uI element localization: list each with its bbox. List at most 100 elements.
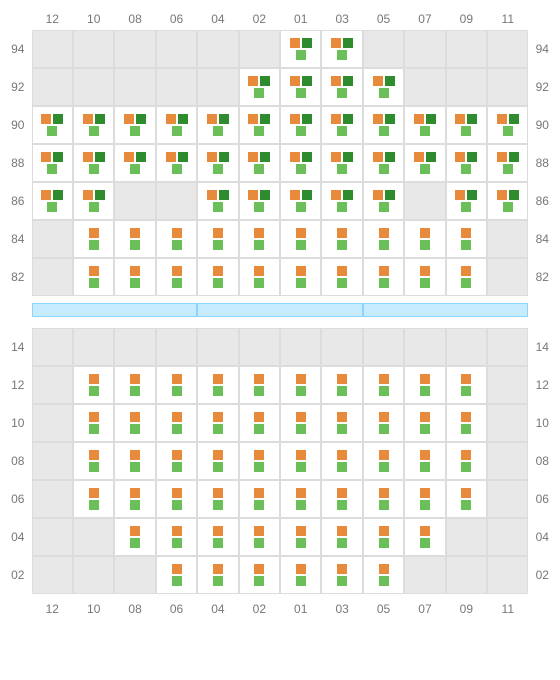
seat[interactable] [32, 106, 73, 144]
seat[interactable] [197, 556, 238, 594]
seat[interactable] [156, 366, 197, 404]
seat[interactable] [239, 182, 280, 220]
seat[interactable] [197, 518, 238, 556]
seat[interactable] [280, 30, 321, 68]
seat[interactable] [156, 144, 197, 182]
seat[interactable] [239, 404, 280, 442]
seat[interactable] [239, 442, 280, 480]
seat[interactable] [197, 144, 238, 182]
seat[interactable] [280, 404, 321, 442]
seat[interactable] [446, 144, 487, 182]
seat[interactable] [239, 68, 280, 106]
seat[interactable] [446, 442, 487, 480]
seat[interactable] [197, 366, 238, 404]
seat[interactable] [73, 182, 114, 220]
seat[interactable] [114, 220, 155, 258]
seat[interactable] [321, 182, 362, 220]
seat[interactable] [197, 220, 238, 258]
seat[interactable] [404, 106, 445, 144]
seat[interactable] [404, 442, 445, 480]
seat[interactable] [73, 258, 114, 296]
seat[interactable] [404, 404, 445, 442]
seat[interactable] [239, 366, 280, 404]
seat[interactable] [321, 144, 362, 182]
seat[interactable] [321, 518, 362, 556]
seat[interactable] [239, 106, 280, 144]
seat[interactable] [114, 258, 155, 296]
seat[interactable] [156, 220, 197, 258]
seat[interactable] [321, 404, 362, 442]
seat[interactable] [487, 106, 528, 144]
seat[interactable] [114, 404, 155, 442]
seat[interactable] [156, 442, 197, 480]
seat[interactable] [156, 258, 197, 296]
seat[interactable] [114, 518, 155, 556]
seat[interactable] [321, 220, 362, 258]
seat[interactable] [321, 556, 362, 594]
seat[interactable] [114, 366, 155, 404]
seat[interactable] [280, 220, 321, 258]
seat[interactable] [321, 30, 362, 68]
seat[interactable] [156, 556, 197, 594]
seat[interactable] [363, 144, 404, 182]
seat[interactable] [363, 404, 404, 442]
seat[interactable] [363, 68, 404, 106]
seat[interactable] [446, 258, 487, 296]
seat[interactable] [280, 144, 321, 182]
seat[interactable] [321, 442, 362, 480]
seat[interactable] [446, 366, 487, 404]
seat[interactable] [73, 144, 114, 182]
seat[interactable] [363, 182, 404, 220]
seat[interactable] [114, 442, 155, 480]
seat[interactable] [280, 518, 321, 556]
seat[interactable] [197, 442, 238, 480]
seat[interactable] [73, 480, 114, 518]
seat[interactable] [363, 480, 404, 518]
seat[interactable] [239, 144, 280, 182]
seat[interactable] [114, 144, 155, 182]
seat[interactable] [363, 366, 404, 404]
seat[interactable] [321, 366, 362, 404]
seat[interactable] [239, 556, 280, 594]
seat[interactable] [73, 220, 114, 258]
seat[interactable] [363, 556, 404, 594]
seat[interactable] [487, 182, 528, 220]
seat[interactable] [239, 518, 280, 556]
seat[interactable] [446, 182, 487, 220]
seat[interactable] [239, 480, 280, 518]
seat[interactable] [156, 518, 197, 556]
seat[interactable] [197, 106, 238, 144]
seat[interactable] [280, 182, 321, 220]
seat[interactable] [363, 220, 404, 258]
seat[interactable] [363, 106, 404, 144]
seat[interactable] [73, 106, 114, 144]
seat[interactable] [197, 480, 238, 518]
seat[interactable] [280, 68, 321, 106]
seat[interactable] [321, 480, 362, 518]
seat[interactable] [321, 68, 362, 106]
seat[interactable] [446, 220, 487, 258]
seat[interactable] [446, 480, 487, 518]
seat[interactable] [73, 404, 114, 442]
seat[interactable] [487, 144, 528, 182]
seat[interactable] [280, 106, 321, 144]
seat[interactable] [404, 518, 445, 556]
seat[interactable] [321, 258, 362, 296]
seat[interactable] [363, 442, 404, 480]
seat[interactable] [156, 106, 197, 144]
seat[interactable] [73, 366, 114, 404]
seat[interactable] [32, 182, 73, 220]
seat[interactable] [239, 220, 280, 258]
seat[interactable] [446, 404, 487, 442]
seat[interactable] [280, 442, 321, 480]
seat[interactable] [280, 366, 321, 404]
seat[interactable] [280, 480, 321, 518]
seat[interactable] [32, 144, 73, 182]
seat[interactable] [321, 106, 362, 144]
seat[interactable] [363, 258, 404, 296]
seat[interactable] [197, 182, 238, 220]
seat[interactable] [197, 404, 238, 442]
seat[interactable] [114, 480, 155, 518]
seat[interactable] [73, 442, 114, 480]
seat[interactable] [404, 144, 445, 182]
